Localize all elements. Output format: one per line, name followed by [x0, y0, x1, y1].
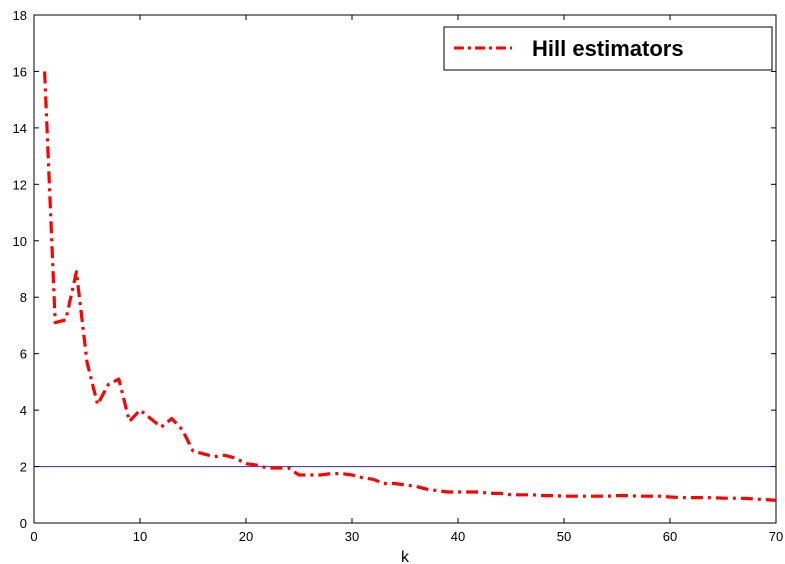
legend-entry-hill-estimators: Hill estimators [532, 36, 684, 61]
x-tick-label: 20 [239, 529, 253, 544]
y-tick-label: 8 [20, 290, 27, 305]
y-tick-label: 6 [20, 347, 27, 362]
y-tick-label: 12 [13, 177, 27, 192]
y-tick-label: 18 [13, 8, 27, 23]
series-layer [43, 71, 777, 502]
x-tick-label: 70 [769, 529, 783, 544]
plot-frame [33, 14, 777, 524]
y-tick-label: 4 [20, 403, 27, 418]
x-tick-label: 30 [345, 529, 359, 544]
y-tick-label: 2 [20, 460, 27, 475]
y-tick-label: 16 [13, 64, 27, 79]
x-tick-label: 40 [451, 529, 465, 544]
y-axis-ticks: 0 2 4 6 8 10 12 14 16 18 [13, 8, 776, 531]
x-axis-label: k [401, 549, 410, 564]
y-tick-label: 0 [20, 516, 27, 531]
x-axis-ticks: 0 10 20 30 40 50 60 70 [30, 15, 783, 544]
x-tick-label: 50 [557, 529, 571, 544]
series-line-0 [43, 71, 777, 502]
x-tick-label: 60 [663, 529, 677, 544]
legend: Hill estimators [443, 26, 773, 71]
y-tick-label: 10 [13, 234, 27, 249]
x-tick-label: 10 [133, 529, 147, 544]
y-tick-label: 14 [13, 121, 27, 136]
x-tick-label: 0 [30, 529, 37, 544]
